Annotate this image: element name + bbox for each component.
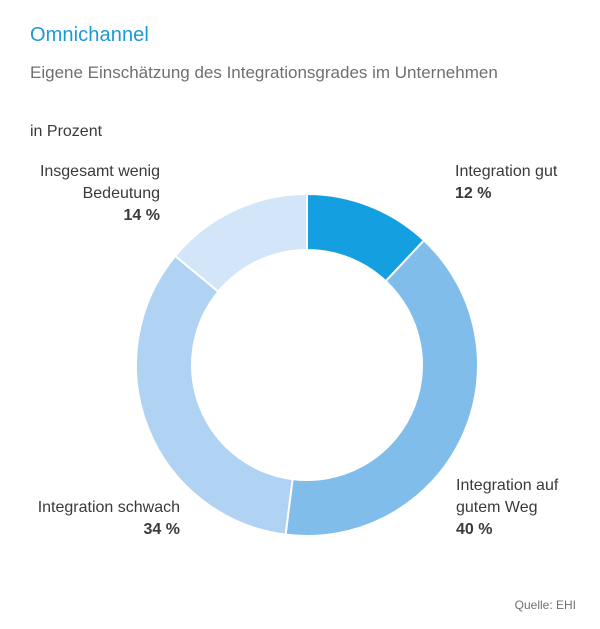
slice-label-text: Insgesamt wenig Bedeutung — [39, 163, 160, 202]
slice-label-insgesamt-wenig-bedeutung: Insgesamt wenig Bedeutung 14 % — [0, 161, 160, 227]
source-note: Quelle: EHI — [514, 598, 576, 612]
slice-label-value: 40 % — [456, 521, 493, 538]
donut-slice-integration-auf-gutem-weg — [284, 238, 480, 538]
slice-label-text: Integration gut — [455, 163, 558, 180]
unit-label: in Prozent — [30, 123, 103, 140]
slice-label-text: Integration auf gutem Weg — [456, 477, 559, 516]
slice-label-integration-auf-gutem-weg: Integration auf gutem Weg 40 % — [456, 475, 576, 541]
slice-label-text: Integration schwach — [37, 499, 180, 516]
donut-slice-integration-schwach — [134, 254, 294, 536]
slice-label-value: 14 % — [123, 207, 160, 224]
slice-label-value: 12 % — [455, 185, 492, 202]
slice-label-integration-gut: Integration gut 12 % — [455, 161, 557, 205]
slice-label-value: 34 % — [143, 521, 180, 538]
chart-title: Omnichannel — [30, 24, 149, 46]
donut-slice-insgesamt-wenig-bedeutung — [173, 192, 308, 294]
slice-label-integration-schwach: Integration schwach 34 % — [20, 497, 180, 541]
chart-subtitle: Eigene Einschätzung des Integrationsgrad… — [30, 63, 498, 82]
